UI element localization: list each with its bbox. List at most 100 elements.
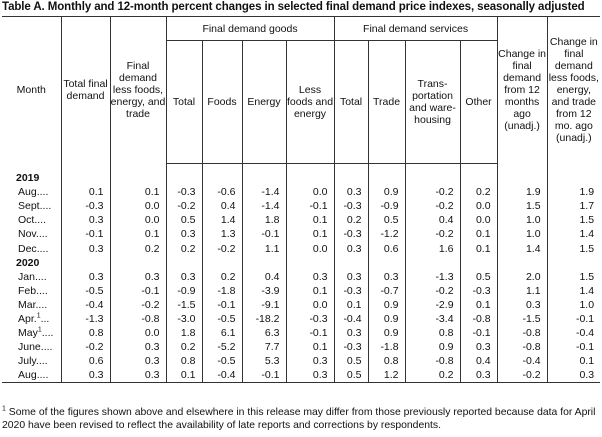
value-cell: 0.0 xyxy=(109,199,166,214)
month-cell: July.... xyxy=(2,354,61,368)
value-cell: -0.3 xyxy=(459,283,498,298)
month-label: May xyxy=(18,327,38,340)
value-cell: -0.1 xyxy=(459,326,498,341)
empty-cell xyxy=(496,171,548,186)
value-cell: -0.2 xyxy=(404,227,461,242)
value-cell: 1.3 xyxy=(201,227,242,242)
table-row: June.... -0.2 0.3 0.2 -5.2 7.7 0.1 -0.3 -1.8 0.9 0… xyxy=(2,340,601,355)
empty-cell xyxy=(285,171,335,186)
leader-dots: .... xyxy=(36,284,48,297)
leader-dots: .... xyxy=(36,242,49,255)
spacer-cell xyxy=(459,163,498,171)
spacer-cell xyxy=(60,163,110,171)
value-cell: 0.0 xyxy=(459,213,498,228)
value-cell: -1.5 xyxy=(496,311,548,327)
value-cell: 0.3 xyxy=(333,241,369,256)
value-cell: 0.3 xyxy=(333,269,369,284)
leader-dots: .... xyxy=(34,214,47,227)
value-cell: -0.2 xyxy=(404,283,461,298)
value-cell: 0.3 xyxy=(285,368,335,384)
value-cell: 1.4 xyxy=(201,213,242,228)
value-cell: 1.6 xyxy=(404,241,461,256)
value-cell: 0.0 xyxy=(109,326,166,341)
spacer-cell xyxy=(2,164,61,172)
value-cell: 1.1 xyxy=(241,241,286,256)
value-cell: -1.3 xyxy=(60,311,110,327)
value-cell: 0.1 xyxy=(109,227,166,242)
value-cell: 1.5 xyxy=(546,213,601,228)
value-cell: 0.3 xyxy=(333,326,369,341)
value-cell: 0.3 xyxy=(459,368,498,384)
empty-cell xyxy=(546,255,601,270)
value-cell: 0.8 xyxy=(165,354,202,369)
empty-cell xyxy=(333,255,369,270)
value-cell: -0.7 xyxy=(367,283,406,298)
value-cell: 1.8 xyxy=(165,326,202,341)
value-cell: 0.3 xyxy=(109,340,166,355)
value-cell: -0.8 xyxy=(459,311,498,327)
month-cell: June.... xyxy=(2,340,61,354)
value-cell: 1.0 xyxy=(496,227,548,242)
year-label: 2020 xyxy=(16,256,40,269)
price-index-table: Month Total final demand Final demand le… xyxy=(2,16,601,384)
table-row: Mar.... -0.4 -0.2 -1.5 -0.1 -9.1 0.0 0.1 0.9 -2.9… xyxy=(2,297,601,312)
value-cell: -0.8 xyxy=(109,311,166,327)
month-label: Dec xyxy=(18,242,37,255)
spacer-cell xyxy=(546,163,601,171)
value-cell: -0.5 xyxy=(201,354,242,369)
value-cell: 0.3 xyxy=(109,368,166,384)
value-cell: 0.3 xyxy=(285,269,335,284)
header-services-total: Total xyxy=(333,40,369,164)
month-label: Mar xyxy=(18,298,36,311)
value-cell: 0.1 xyxy=(285,227,335,242)
value-cell: 0.9 xyxy=(367,311,406,327)
empty-cell xyxy=(241,171,286,186)
value-cell: 0.3 xyxy=(165,269,202,284)
leader-dots: .... xyxy=(34,270,47,283)
value-cell: 1.7 xyxy=(546,199,601,214)
value-cell: 0.1 xyxy=(333,297,369,312)
table-row: July.... 0.6 0.3 0.8 -0.5 5.3 0.3 0.5 0.8 -0.8 0.4… xyxy=(2,354,601,369)
value-cell: -0.2 xyxy=(201,241,242,256)
value-cell: 0.3 xyxy=(165,227,202,242)
value-cell: 0.5 xyxy=(459,269,498,284)
value-cell: -0.2 xyxy=(496,368,548,384)
value-cell: 0.3 xyxy=(367,269,406,284)
table-row: Oct.... 0.3 0.0 0.5 1.4 1.8 0.1 0.2 0.5 0.4 0.0 1.0… xyxy=(2,213,601,228)
value-cell: -0.2 xyxy=(404,199,461,214)
value-cell: 0.1 xyxy=(285,340,335,355)
value-cell: 0.3 xyxy=(333,185,369,200)
header-goods-foods: Foods xyxy=(201,40,242,164)
footnote: 1 Some of the figures shown above and el… xyxy=(2,406,600,432)
header-services-other: Other xyxy=(459,40,498,164)
value-cell: 1.4 xyxy=(496,241,548,256)
value-cell: -0.1 xyxy=(546,311,601,327)
month-cell: Aug.... xyxy=(2,368,61,384)
value-cell: -0.1 xyxy=(285,326,335,341)
value-cell: 0.0 xyxy=(109,213,166,228)
value-cell: 0.4 xyxy=(459,354,498,369)
value-cell: -0.1 xyxy=(285,199,335,214)
spacer-cell xyxy=(201,163,242,171)
month-cell: Nov.... xyxy=(2,227,61,241)
value-cell: -1.5 xyxy=(165,297,202,312)
leader-dots: ... xyxy=(40,312,50,325)
value-cell: 0.5 xyxy=(367,213,406,228)
month-label: July xyxy=(18,355,36,368)
header-goods-total: Total xyxy=(165,40,202,164)
value-cell: 0.1 xyxy=(285,213,335,228)
value-cell: 0.3 xyxy=(546,368,601,384)
value-cell: 0.0 xyxy=(285,297,335,312)
value-cell: -0.3 xyxy=(333,227,369,242)
empty-cell xyxy=(241,255,286,270)
month-label: Feb xyxy=(18,284,37,297)
leader-dots: .... xyxy=(36,369,49,382)
value-cell: 0.2 xyxy=(201,269,242,284)
value-cell: 1.4 xyxy=(546,227,601,242)
value-cell: 1.5 xyxy=(546,241,601,256)
table-row: Aug.... 0.1 0.1 -0.3 -0.6 -1.4 0.0 0.3 0.9 -0.2 0.… xyxy=(2,185,601,200)
spacer-cell xyxy=(367,163,406,171)
month-label: Jan xyxy=(18,270,35,283)
value-cell: 0.3 xyxy=(109,354,166,369)
value-cell: -0.1 xyxy=(241,227,286,242)
